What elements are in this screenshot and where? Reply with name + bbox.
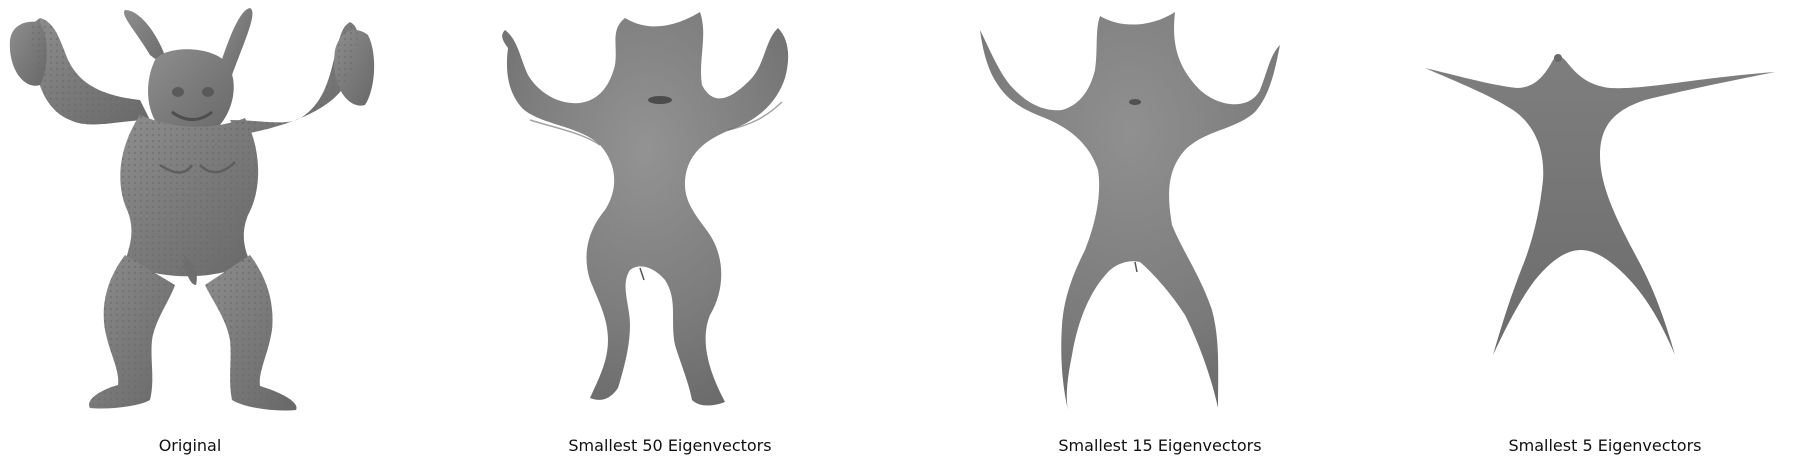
reconstruction-5-render [1425, 54, 1775, 355]
reconstruction-15-render [980, 12, 1280, 410]
caption-smallest-50: Smallest 50 Eigenvectors [568, 436, 772, 455]
reconstruction-15-shape [980, 12, 1280, 410]
reconstruction-50-shape [502, 12, 789, 406]
panel-smallest-50: Smallest 50 Eigenvectors [460, 0, 880, 458]
caption-smallest-15: Smallest 15 Eigenvectors [1058, 436, 1262, 455]
armadillo-original-render [9, 8, 375, 411]
panel-smallest-5: Smallest 5 Eigenvectors [1395, 0, 1815, 458]
armadillo-body-shape [9, 8, 375, 411]
panel-smallest-15: Smallest 15 Eigenvectors [950, 0, 1370, 458]
reconstruction-5-shape [1425, 54, 1775, 355]
panel-original: Original [0, 0, 420, 458]
reconstruction-50-render [502, 12, 789, 406]
caption-smallest-5: Smallest 5 Eigenvectors [1508, 436, 1702, 455]
caption-original: Original [158, 436, 222, 455]
